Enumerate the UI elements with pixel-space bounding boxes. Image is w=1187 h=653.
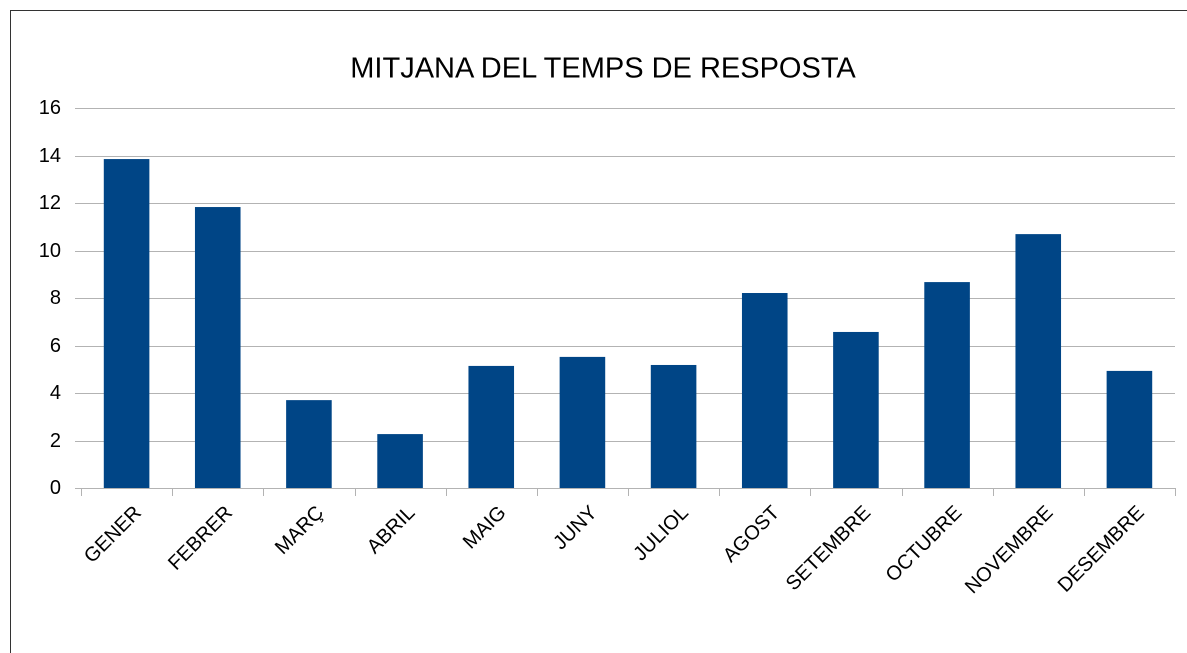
bar	[286, 400, 332, 488]
chart-title: MITJANA DEL TEMPS DE RESPOSTA	[350, 53, 856, 85]
bar	[1015, 234, 1062, 488]
y-tick-label: 16	[39, 97, 61, 119]
y-tick-label: 12	[39, 192, 61, 214]
y-tick-label: 10	[39, 240, 61, 262]
y-tick-label: 0	[50, 477, 61, 499]
y-tick-label: 4	[50, 382, 61, 404]
bar	[833, 331, 879, 488]
y-tick-label: 2	[50, 430, 61, 452]
y-tick-label: 8	[50, 287, 61, 309]
bar	[1106, 370, 1153, 488]
bar	[924, 282, 970, 488]
frame	[10, 10, 1187, 653]
bar	[194, 207, 241, 488]
bar	[103, 159, 150, 488]
y-tick-label: 14	[39, 145, 61, 167]
y-tick-label: 6	[50, 335, 61, 357]
bar	[741, 293, 788, 488]
bar	[377, 434, 423, 488]
bar	[468, 365, 515, 488]
bar	[650, 364, 697, 488]
bar	[559, 356, 606, 488]
